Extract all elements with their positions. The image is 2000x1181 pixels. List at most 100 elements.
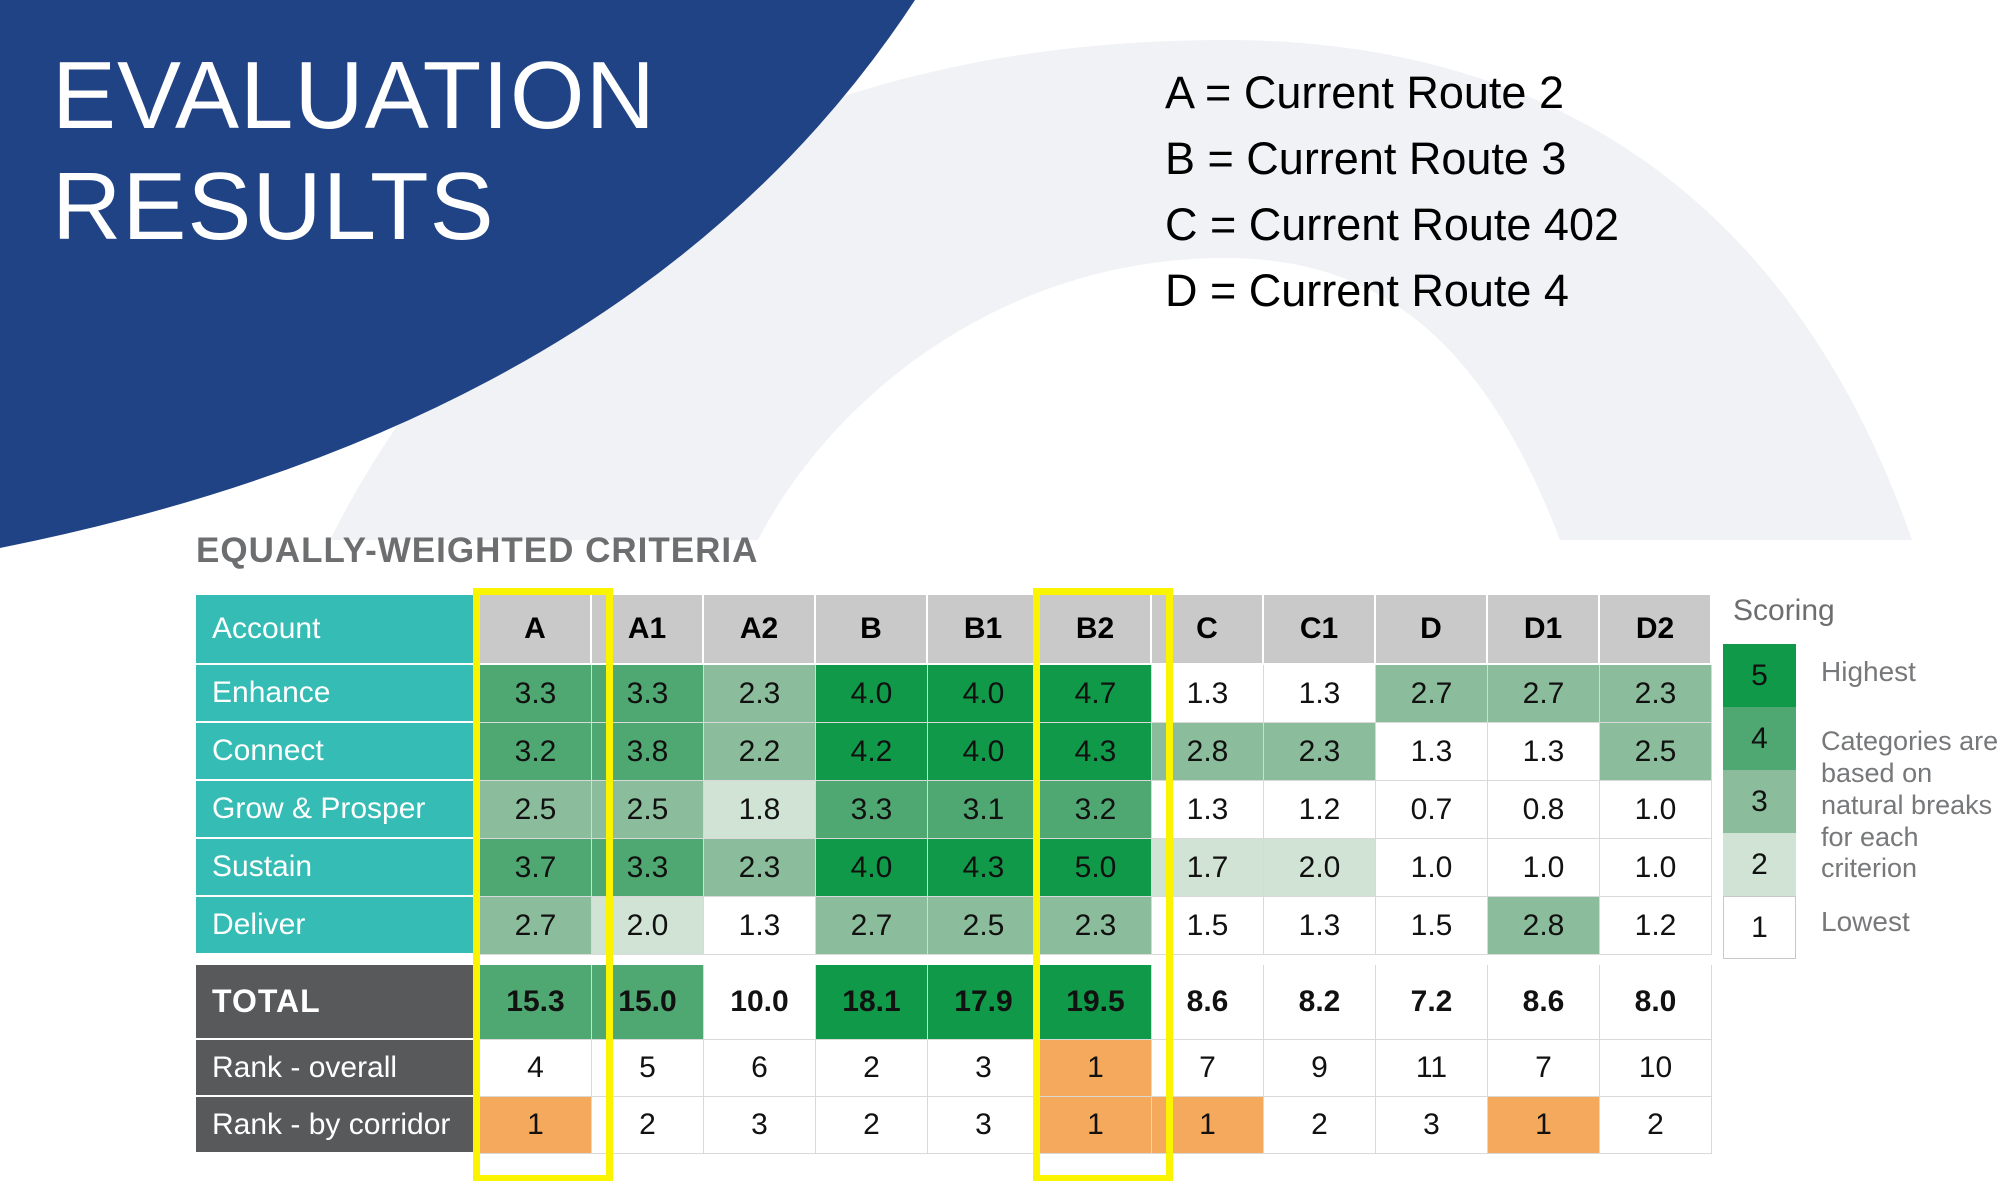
- evaluation-table: Account A A1 A2 B B1 B2 C C1 D D1 D2 Enhance 3.3 3.3 2…: [196, 595, 1712, 1154]
- cell-enhance-b: 4.0: [816, 665, 928, 723]
- column-header-c1: C1: [1264, 595, 1376, 665]
- cell-rank-overall-d1: 7: [1488, 1040, 1600, 1097]
- cell-sustain-b1: 4.3: [928, 839, 1040, 897]
- cell-rank-overall-b2: 1: [1040, 1040, 1152, 1097]
- cell-sustain-b: 4.0: [816, 839, 928, 897]
- cell-deliver-c1: 1.3: [1264, 897, 1376, 955]
- cell-sustain-d: 1.0: [1376, 839, 1488, 897]
- cell-total-b2: 19.5: [1040, 965, 1152, 1040]
- cell-total-a2: 10.0: [704, 965, 816, 1040]
- route-legend-line-a: A = Current Route 2: [1165, 67, 1564, 118]
- cell-enhance-b1: 4.0: [928, 665, 1040, 723]
- cell-rank-by-corridor-b2: 1: [1040, 1097, 1152, 1154]
- column-header-d2: D2: [1600, 595, 1712, 665]
- cell-rank-by-corridor-a: 1: [480, 1097, 592, 1154]
- cell-sustain-a2: 2.3: [704, 839, 816, 897]
- cell-enhance-a1: 3.3: [592, 665, 704, 723]
- cell-total-d1: 8.6: [1488, 965, 1600, 1040]
- cell-grow-prosper-b1: 3.1: [928, 781, 1040, 839]
- cell-enhance-b2: 4.7: [1040, 665, 1152, 723]
- cell-total-d2: 8.0: [1600, 965, 1712, 1040]
- cell-connect-d2: 2.5: [1600, 723, 1712, 781]
- rank-rows: Rank - overall 4 5 6 2 3 1 7 9 11 7 10 Rank - by cor…: [196, 1040, 1712, 1154]
- cell-rank-by-corridor-d2: 2: [1600, 1097, 1712, 1154]
- cell-connect-d1: 1.3: [1488, 723, 1600, 781]
- route-legend-line-c: C = Current Route 402: [1165, 199, 1619, 251]
- cell-rank-by-corridor-c: 1: [1152, 1097, 1264, 1154]
- cell-grow-prosper-b: 3.3: [816, 781, 928, 839]
- row-label-rank-by-corridor: Rank - by corridor: [196, 1097, 480, 1154]
- cell-rank-overall-b: 2: [816, 1040, 928, 1097]
- scoring-legend-note: Categories are based on natural breaks f…: [1821, 726, 1999, 884]
- cell-deliver-a1: 2.0: [592, 897, 704, 955]
- cell-deliver-b1: 2.5: [928, 897, 1040, 955]
- route-legend-line-b: B = Current Route 3: [1165, 133, 1567, 185]
- criteria-row-connect: Connect 3.2 3.8 2.2 4.2 4.0 4.3 2.8 2.3 1.3 1.3 2.5: [196, 723, 1712, 781]
- cell-rank-overall-c1: 9: [1264, 1040, 1376, 1097]
- cell-rank-by-corridor-c1: 2: [1264, 1097, 1376, 1154]
- cell-rank-by-corridor-d1: 1: [1488, 1097, 1600, 1154]
- row-label-sustain: Sustain: [196, 839, 480, 897]
- page-title-line1: EVALUATION: [52, 42, 656, 149]
- column-header-a: A: [480, 595, 592, 665]
- cell-deliver-a: 2.7: [480, 897, 592, 955]
- cell-rank-by-corridor-a1: 2: [592, 1097, 704, 1154]
- column-header-d: D: [1376, 595, 1488, 665]
- cell-rank-overall-a1: 5: [592, 1040, 704, 1097]
- criteria-row-grow-prosper: Grow & Prosper 2.5 2.5 1.8 3.3 3.1 3.2 1.3 1.2 0.…: [196, 781, 1712, 839]
- scoring-swatch-3: 3: [1723, 770, 1796, 833]
- cell-connect-a: 3.2: [480, 723, 592, 781]
- cell-grow-prosper-c: 1.3: [1152, 781, 1264, 839]
- column-header-d1: D1: [1488, 595, 1600, 665]
- row-label-deliver: Deliver: [196, 897, 480, 955]
- column-header-a1: A1: [592, 595, 704, 665]
- cell-grow-prosper-a2: 1.8: [704, 781, 816, 839]
- rank-row-rank-overall: Rank - overall 4 5 6 2 3 1 7 9 11 7 10: [196, 1040, 1712, 1097]
- row-label-connect: Connect: [196, 723, 480, 781]
- cell-deliver-d: 1.5: [1376, 897, 1488, 955]
- rank-row-rank-by-corridor: Rank - by corridor 1 2 3 2 3 1 1 2 3 1 2: [196, 1097, 1712, 1154]
- cell-enhance-a2: 2.3: [704, 665, 816, 723]
- criteria-rows: Enhance 3.3 3.3 2.3 4.0 4.0 4.7 1.3 1.3 2.7 2.7 2.3…: [196, 665, 1712, 955]
- cell-rank-by-corridor-a2: 3: [704, 1097, 816, 1154]
- cell-connect-c: 2.8: [1152, 723, 1264, 781]
- scoring-swatch-4: 4: [1723, 707, 1796, 770]
- cell-enhance-c: 1.3: [1152, 665, 1264, 723]
- scoring-legend-title: Scoring: [1733, 594, 1835, 627]
- cell-total-d: 7.2: [1376, 965, 1488, 1040]
- cell-connect-d: 1.3: [1376, 723, 1488, 781]
- cell-rank-overall-a: 4: [480, 1040, 592, 1097]
- criteria-row-sustain: Sustain 3.7 3.3 2.3 4.0 4.3 5.0 1.7 2.0 1.0 1.0 1.0: [196, 839, 1712, 897]
- cell-sustain-c: 1.7: [1152, 839, 1264, 897]
- cell-connect-a1: 3.8: [592, 723, 704, 781]
- cell-sustain-b2: 5.0: [1040, 839, 1152, 897]
- cell-total-a1: 15.0: [592, 965, 704, 1040]
- cell-rank-by-corridor-b: 2: [816, 1097, 928, 1154]
- cell-grow-prosper-d1: 0.8: [1488, 781, 1600, 839]
- cell-grow-prosper-a1: 2.5: [592, 781, 704, 839]
- cell-rank-overall-a2: 6: [704, 1040, 816, 1097]
- cell-deliver-b: 2.7: [816, 897, 928, 955]
- cell-deliver-d1: 2.8: [1488, 897, 1600, 955]
- cell-sustain-d2: 1.0: [1600, 839, 1712, 897]
- cell-rank-overall-d2: 10: [1600, 1040, 1712, 1097]
- cell-rank-overall-d: 11: [1376, 1040, 1488, 1097]
- cell-enhance-a: 3.3: [480, 665, 592, 723]
- row-label-grow-prosper: Grow & Prosper: [196, 781, 480, 839]
- account-header-cell: Account: [196, 595, 480, 665]
- section-heading: EQUALLY-WEIGHTED CRITERIA: [196, 531, 759, 570]
- cell-grow-prosper-d: 0.7: [1376, 781, 1488, 839]
- cell-total-c1: 8.2: [1264, 965, 1376, 1040]
- cell-sustain-a: 3.7: [480, 839, 592, 897]
- scoring-label-highest: Highest: [1821, 656, 1916, 687]
- cell-sustain-a1: 3.3: [592, 839, 704, 897]
- cell-grow-prosper-a: 2.5: [480, 781, 592, 839]
- page-title-line2: RESULTS: [52, 153, 495, 261]
- cell-rank-overall-c: 7: [1152, 1040, 1264, 1097]
- cell-total-a: 15.3: [480, 965, 592, 1040]
- cell-grow-prosper-d2: 1.0: [1600, 781, 1712, 839]
- cell-grow-prosper-c1: 1.2: [1264, 781, 1376, 839]
- cell-rank-by-corridor-b1: 3: [928, 1097, 1040, 1154]
